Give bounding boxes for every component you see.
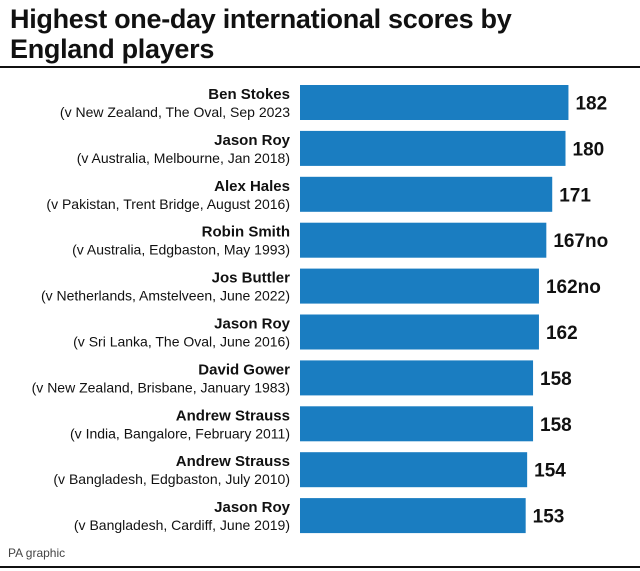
bar (300, 130, 566, 166)
category-label: Jos Buttler (212, 270, 291, 287)
category-detail: (v Netherlands, Amstelveen, June 2022) (41, 288, 290, 304)
category-detail: (v Bangladesh, Cardiff, June 2019) (74, 517, 290, 533)
bar (300, 222, 547, 258)
category-detail: (v India, Bangalore, February 2011) (70, 425, 290, 441)
category-label: Alex Hales (214, 178, 290, 195)
category-label: Andrew Strauss (176, 407, 290, 424)
category-label: Jason Roy (214, 316, 291, 333)
category-detail: (v Pakistan, Trent Bridge, August 2016) (46, 196, 290, 212)
value-label: 171 (559, 185, 591, 206)
bar (300, 268, 539, 304)
bar (300, 452, 528, 488)
category-label: Jason Roy (214, 499, 291, 516)
bar (300, 176, 553, 212)
category-detail: (v Sri Lanka, The Oval, June 2016) (73, 334, 290, 350)
bar (300, 406, 534, 442)
category-detail: (v New Zealand, The Oval, Sep 2023 (60, 104, 290, 120)
bar (300, 85, 569, 120)
category-detail: (v Australia, Melbourne, Jan 2018) (77, 150, 290, 166)
bar (300, 314, 539, 350)
value-label: 158 (540, 415, 572, 436)
value-label: 154 (534, 461, 566, 482)
value-label: 162 (546, 323, 578, 344)
category-detail: (v New Zealand, Brisbane, January 1983) (32, 379, 290, 395)
value-label: 153 (533, 507, 565, 528)
category-label: Jason Roy (214, 132, 291, 149)
source: PA graphic (8, 546, 65, 560)
chart-title: Highest one-day international scores by … (10, 4, 512, 64)
bar (300, 498, 526, 534)
category-detail: (v Bangladesh, Edgbaston, July 2010) (53, 471, 290, 487)
value-label: 180 (573, 139, 605, 160)
bar (300, 360, 534, 396)
value-label: 182 (575, 94, 607, 115)
category-label: Andrew Strauss (176, 453, 290, 470)
category-detail: (v Australia, Edgbaston, May 1993) (72, 242, 290, 258)
value-label: 158 (540, 369, 572, 390)
value-label: 162no (546, 277, 601, 298)
category-label: David Gower (198, 361, 290, 378)
category-label: Robin Smith (202, 224, 290, 241)
category-label: Ben Stokes (208, 86, 290, 103)
value-label: 167no (553, 231, 608, 252)
